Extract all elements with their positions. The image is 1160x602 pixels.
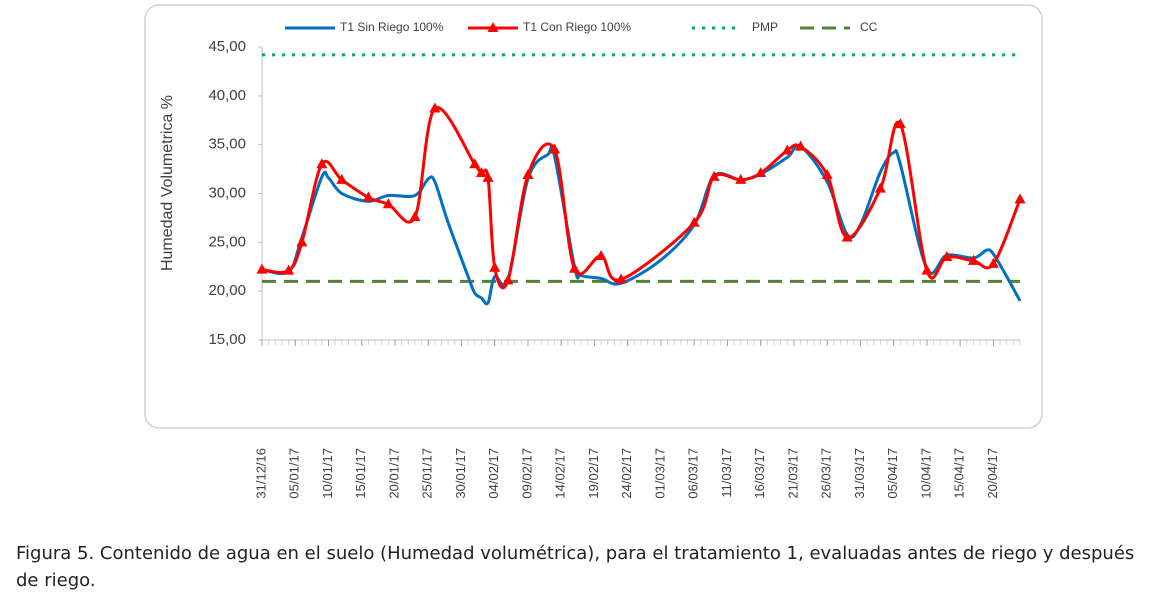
marker	[781, 144, 793, 155]
marker	[941, 250, 953, 261]
x-tick-label: 15/04/17	[952, 448, 967, 499]
chart: Humedad Volumetrica % 15,00 20,00 25,00 30,…	[144, 4, 1043, 499]
marker	[755, 166, 767, 177]
marker	[1014, 193, 1026, 204]
x-tick-label: 16/03/17	[752, 448, 767, 499]
marker	[821, 168, 833, 179]
legend-label: CC	[860, 20, 878, 34]
x-tick-label: 24/02/17	[619, 448, 634, 499]
x-tick-label: 01/03/17	[652, 448, 667, 499]
marker	[967, 254, 979, 265]
marker	[735, 173, 747, 184]
chart-frame	[144, 4, 1043, 429]
x-tick-label: 06/03/17	[686, 448, 701, 499]
x-tick-label: 10/01/17	[320, 448, 335, 499]
x-tick-label: 20/01/17	[386, 448, 401, 499]
x-tick-label: 05/01/17	[287, 448, 302, 499]
marker	[362, 191, 374, 202]
x-tick-label: 10/04/17	[918, 448, 933, 499]
x-tick-label: 04/02/17	[486, 448, 501, 499]
legend-marker	[487, 22, 499, 32]
marker	[894, 118, 906, 129]
marker	[615, 273, 627, 284]
x-tick-label: 21/03/17	[785, 448, 800, 499]
marker	[316, 158, 328, 169]
legend-label: T1 Con Riego 100%	[523, 20, 631, 34]
marker	[841, 231, 853, 242]
y-tick-label: 20,00	[208, 282, 246, 299]
x-tick-label: 30/01/17	[453, 448, 468, 499]
x-tick-label: 11/03/17	[719, 448, 734, 498]
y-tick-label: 25,00	[208, 233, 246, 250]
x-tick-label: 05/04/17	[885, 448, 900, 499]
marker	[502, 274, 514, 285]
marker	[795, 140, 807, 151]
x-tick-label: 09/02/17	[519, 448, 534, 499]
legend-label: T1 Sin Riego 100%	[340, 20, 444, 34]
y-tick-label: 15,00	[208, 331, 246, 348]
y-tick-label: 45,00	[208, 38, 246, 55]
y-tick-label: 40,00	[208, 87, 246, 104]
marker	[595, 250, 607, 261]
marker	[549, 143, 561, 154]
x-tick-label: 26/03/17	[819, 448, 834, 499]
marker	[382, 198, 394, 209]
marker	[283, 264, 295, 275]
caption: Figura 5. Contenido de agua en el suelo …	[16, 543, 1135, 591]
x-tick-label: 20/04/17	[985, 448, 1000, 499]
marker	[987, 257, 999, 268]
x-tick-label: 15/01/17	[353, 448, 368, 499]
marker	[429, 102, 441, 113]
marker	[489, 261, 501, 272]
x-tick-label: 31/03/17	[852, 448, 867, 499]
marker	[921, 264, 933, 275]
marker	[482, 171, 494, 182]
marker	[874, 182, 886, 193]
x-tick-label: 14/02/17	[553, 448, 568, 499]
x-tick-label: 25/01/17	[420, 448, 435, 499]
legend-label: PMP	[752, 20, 778, 34]
marker	[708, 170, 720, 181]
marker	[469, 158, 481, 169]
marker	[522, 168, 534, 179]
x-tick-label: 31/12/16	[253, 448, 268, 499]
series-line	[261, 106, 1022, 290]
y-tick-label: 35,00	[208, 136, 246, 153]
marker	[336, 173, 348, 184]
marker	[569, 262, 581, 273]
marker	[475, 166, 487, 177]
y-tick-label: 30,00	[208, 184, 246, 201]
marker	[409, 210, 421, 221]
y-axis-title: Humedad Volumetrica %	[159, 95, 176, 271]
marker	[256, 263, 268, 274]
x-tick-label: 19/02/17	[586, 448, 601, 499]
marker	[296, 236, 308, 247]
marker	[688, 216, 700, 227]
